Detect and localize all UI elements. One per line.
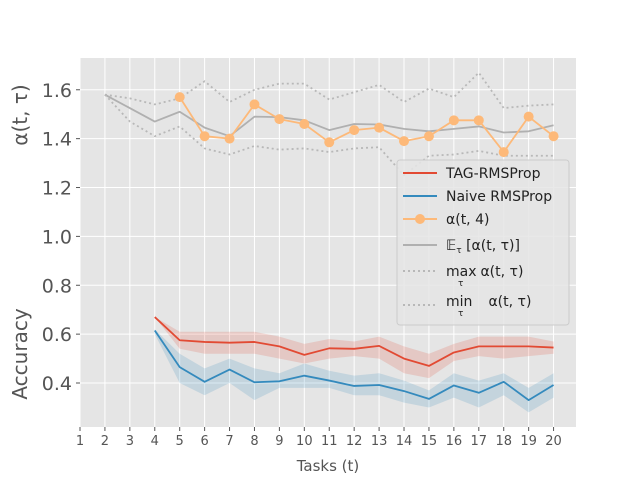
marker-t-4-12 xyxy=(349,125,360,136)
marker-t-4-16 xyxy=(448,115,459,126)
x-tick-label-1: 1 xyxy=(76,434,84,449)
line-t xyxy=(104,93,554,138)
y-tick-label-1: 0.6 xyxy=(42,324,72,346)
x-tick-label-6: 6 xyxy=(200,434,208,449)
marker-t-4-15 xyxy=(423,131,434,142)
x-tick-label-9: 9 xyxy=(275,434,283,449)
x-tick-label-17: 17 xyxy=(471,434,488,449)
x-tick-label-16: 16 xyxy=(446,434,463,449)
band-tag-rmsprop xyxy=(154,317,554,379)
y-axis-label-bottom: Accuracy xyxy=(8,308,32,399)
series-markers xyxy=(174,92,559,158)
legend-label-alpha-t4: α(t, 4) xyxy=(446,212,489,228)
x-tick-label-12: 12 xyxy=(346,434,363,449)
marker-t-4-14 xyxy=(399,136,410,147)
y-tick-label-4: 1.2 xyxy=(42,178,72,200)
marker-t-4-18 xyxy=(498,147,509,158)
x-tick-label-13: 13 xyxy=(371,434,388,449)
y-tick-label-5: 1.4 xyxy=(42,129,72,151)
marker-t-4-19 xyxy=(523,111,534,122)
marker-t-4-20 xyxy=(548,131,559,142)
y-tick-label-6: 1.6 xyxy=(42,80,72,102)
marker-t-4-8 xyxy=(249,99,260,110)
x-tick-label-10: 10 xyxy=(296,434,313,449)
marker-t-4-7 xyxy=(224,133,235,144)
x-tick-label-14: 14 xyxy=(396,434,413,449)
x-tick-label-19: 19 xyxy=(520,434,537,449)
x-tick-label-3: 3 xyxy=(126,434,134,449)
legend-label-naive-rmsprop: Naive RMSProp xyxy=(446,189,552,205)
legend-label-max-alpha: max τ α(t, τ) xyxy=(446,264,523,289)
x-tick-label-20: 20 xyxy=(545,434,562,449)
marker-t-4-17 xyxy=(473,115,484,126)
marker-t-4-6 xyxy=(199,131,210,142)
confidence-bands xyxy=(154,317,554,413)
legend-label-min-alpha: min τ α(t, τ) xyxy=(446,294,531,319)
legend-marker-alpha-t4 xyxy=(415,214,425,224)
line-tag-rmsprop xyxy=(154,316,554,367)
x-tick-label-18: 18 xyxy=(495,434,512,449)
y-tick-label-2: 0.8 xyxy=(42,275,72,297)
x-axis-label: Tasks (t) xyxy=(296,457,360,475)
x-tick-label-4: 4 xyxy=(151,434,159,449)
legend-label-expected-alpha: 𝔼τ [α(t, τ)] xyxy=(446,238,520,256)
legend: TAG-RMSProp Naive RMSProp α(t, 4) 𝔼τ [α(… xyxy=(396,159,570,326)
line-t-4 xyxy=(178,96,555,153)
marker-t-4-11 xyxy=(324,137,335,148)
x-tick-label-5: 5 xyxy=(176,434,184,449)
legend-box xyxy=(396,159,570,326)
x-axis-ticks: 1 2 3 4 5 6 7 8 9 10 11 12 13 14 15 16 17 18 19 20 xyxy=(76,427,562,449)
marker-t-4-9 xyxy=(274,114,285,125)
marker-t-4-13 xyxy=(374,122,385,133)
x-tick-label-15: 15 xyxy=(421,434,438,449)
x-tick-label-11: 11 xyxy=(321,434,338,449)
line-naive-rmsprop xyxy=(154,329,555,402)
y-tick-label-0: 0.4 xyxy=(42,373,72,395)
x-tick-label-7: 7 xyxy=(225,434,233,449)
legend-label-tag-rmsprop: TAG-RMSProp xyxy=(445,166,541,182)
y-tick-label-3: 1.0 xyxy=(42,226,72,248)
marker-t-4-10 xyxy=(299,118,310,129)
x-tick-label-2: 2 xyxy=(101,434,109,449)
band-naive-rmsprop xyxy=(154,329,554,413)
y-axis-label-top: α(t, τ) xyxy=(8,84,32,145)
marker-t-4-5 xyxy=(174,92,185,103)
y-axis-ticks: 0.4 0.6 0.8 1.0 1.2 1.4 1.6 xyxy=(42,80,80,395)
x-tick-label-8: 8 xyxy=(250,434,258,449)
